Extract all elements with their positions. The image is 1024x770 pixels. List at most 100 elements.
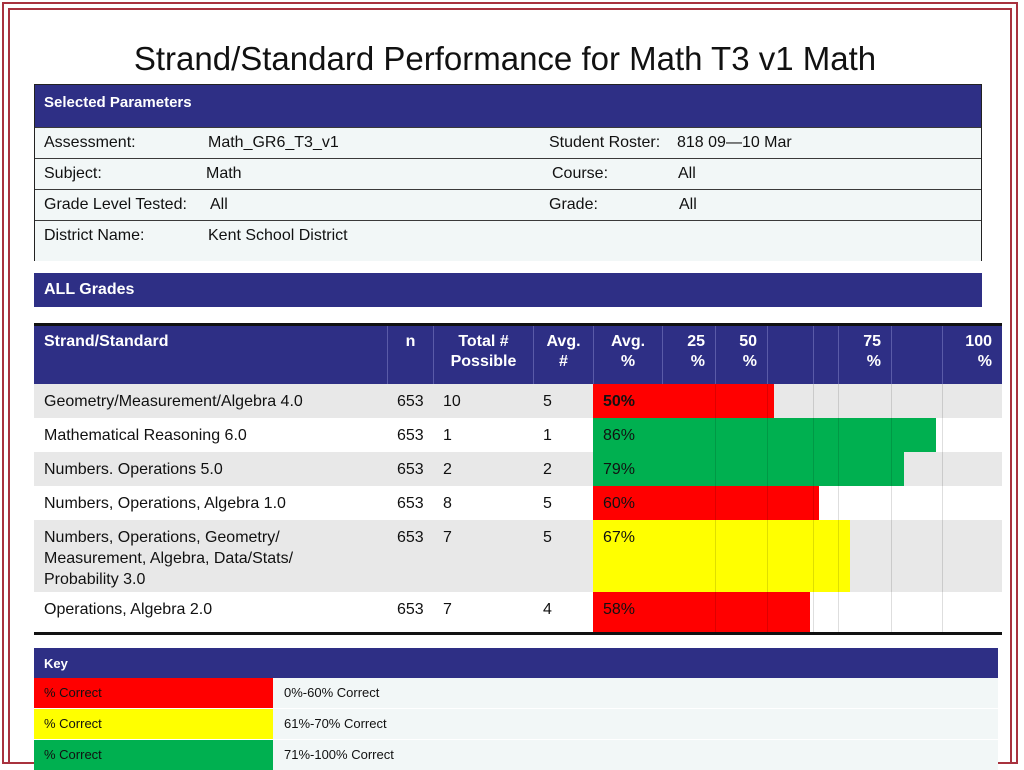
param-label: Subject: — [44, 165, 102, 182]
header-25-line2: % — [690, 353, 705, 370]
cell-avg-number: 1 — [533, 418, 593, 452]
cell-avg-number-text: 1 — [543, 427, 552, 444]
bar-gridline — [767, 486, 768, 520]
table-row: Numbers, Operations, Geometry/ Measureme… — [34, 520, 1002, 592]
table-header: Strand/Standard n Total # Possible Avg. … — [34, 323, 1002, 384]
header-avg-percent-line1: Avg. — [610, 333, 646, 350]
table-row: Numbers, Operations, Algebra 1.0 653 8 5 60% — [34, 486, 1002, 520]
cell-strand: Numbers, Operations, Algebra 1.0 — [34, 486, 387, 520]
key-header: Key — [34, 648, 998, 678]
bar-gridline — [838, 592, 839, 632]
performance-bar — [662, 452, 904, 486]
cell-avg-percent-text: 50% — [603, 393, 636, 410]
bar-gridline — [838, 418, 839, 452]
bar-gridline — [942, 486, 943, 520]
header-75-line2: % — [866, 353, 881, 370]
header-50-line2: % — [742, 353, 757, 370]
cell-strand: Numbers, Operations, Geometry/ Measureme… — [34, 520, 387, 592]
bar-gridline — [891, 486, 892, 520]
cell-avg-number-text: 2 — [543, 461, 552, 478]
cell-total-possible: 2 — [433, 452, 533, 486]
param-value: Kent School District — [208, 227, 348, 244]
cell-total-possible: 7 — [433, 592, 533, 632]
cell-strand-text: Numbers, Operations, Geometry/ Measureme… — [44, 529, 294, 588]
cell-avg-percent-text: 58% — [603, 601, 636, 618]
cell-avg-number-text: 5 — [543, 393, 552, 410]
performance-bar — [662, 418, 936, 452]
cell-n: 653 — [387, 452, 433, 486]
bar-gridline — [813, 384, 814, 418]
bar-gridline — [715, 486, 716, 520]
cell-avg-number: 5 — [533, 384, 593, 418]
bar-area — [662, 452, 1002, 486]
bar-gridline — [767, 592, 768, 632]
bar-gridline — [838, 452, 839, 486]
param-row-grade-level: Grade Level Tested: All Grade: All — [35, 189, 981, 220]
cell-avg-number: 5 — [533, 520, 593, 592]
header-25-percent: 25 % — [662, 326, 715, 384]
bar-gridline — [838, 520, 839, 592]
param-label-2: Grade: — [549, 196, 598, 213]
cell-avg-percent-text: 67% — [603, 529, 636, 546]
cell-n: 653 — [387, 592, 433, 632]
table-row: Operations, Algebra 2.0 653 7 4 58% — [34, 592, 1002, 632]
key-swatch-green: % Correct — [34, 740, 273, 770]
bar-gridline — [838, 384, 839, 418]
param-value-2: 818 09—10 Mar — [677, 134, 792, 151]
bar-gridline — [942, 592, 943, 632]
key-desc-green: 71%-100% Correct — [284, 747, 394, 762]
cell-avg-percent: 50% — [593, 384, 662, 418]
bar-gridline — [715, 384, 716, 418]
cell-avg-percent-text: 79% — [603, 461, 636, 478]
key-desc-red: 0%-60% Correct — [284, 685, 380, 700]
header-50-percent: 50 % — [715, 326, 767, 384]
bar-area — [662, 486, 1002, 520]
cell-n: 653 — [387, 520, 433, 592]
key-legend: Key % Correct 0%-60% Correct % Correct 6… — [34, 648, 998, 770]
parameters-header: Selected Parameters — [35, 85, 981, 127]
cell-n: 653 — [387, 486, 433, 520]
performance-bar — [662, 486, 819, 520]
bar-gridline — [891, 384, 892, 418]
table-row: Mathematical Reasoning 6.0 653 1 1 86% — [34, 418, 1002, 452]
key-row-red: % Correct 0%-60% Correct — [34, 678, 998, 708]
param-label: Grade Level Tested: — [44, 196, 187, 213]
header-total-line1: Total # — [458, 333, 509, 350]
key-desc-yellow: 61%-70% Correct — [284, 716, 387, 731]
cell-avg-number-text: 4 — [543, 601, 552, 618]
page-title: Strand/Standard Performance for Math T3 … — [133, 40, 877, 77]
header-strand: Strand/Standard — [34, 326, 387, 384]
cell-n-text: 653 — [397, 427, 424, 444]
cell-strand-text: Operations, Algebra 2.0 — [44, 601, 213, 618]
cell-avg-number: 5 — [533, 486, 593, 520]
cell-strand-text: Numbers. Operations 5.0 — [44, 461, 223, 478]
cell-avg-number-text: 5 — [543, 529, 552, 546]
cell-strand: Numbers. Operations 5.0 — [34, 452, 387, 486]
performance-bar — [662, 520, 850, 592]
header-25-line1: 25 — [687, 333, 705, 350]
param-value: Math — [206, 165, 242, 182]
header-100-percent: 100 % — [942, 326, 1002, 384]
table-row: Numbers. Operations 5.0 653 2 2 79% — [34, 452, 1002, 486]
bar-gridline — [767, 452, 768, 486]
header-75-line1: 75 — [863, 333, 881, 350]
key-row-yellow: % Correct 61%-70% Correct — [34, 708, 998, 739]
param-value-2: All — [678, 165, 696, 182]
cell-strand-text: Numbers, Operations, Algebra 1.0 — [44, 495, 286, 512]
parameters-panel: Selected Parameters Assessment: Math_GR6… — [34, 84, 982, 261]
cell-avg-percent-text: 86% — [603, 427, 636, 444]
cell-strand-text: Mathematical Reasoning 6.0 — [44, 427, 247, 444]
cell-strand-text: Geometry/Measurement/Algebra 4.0 — [44, 393, 303, 410]
header-n-text: n — [405, 333, 416, 350]
performance-table: Strand/Standard n Total # Possible Avg. … — [34, 323, 1002, 635]
cell-strand: Mathematical Reasoning 6.0 — [34, 418, 387, 452]
cell-total-possible: 8 — [433, 486, 533, 520]
bar-gridline — [891, 520, 892, 592]
bar-area — [662, 418, 1002, 452]
cell-n-text: 653 — [397, 461, 424, 478]
cell-n: 653 — [387, 384, 433, 418]
header-blank-3 — [891, 326, 942, 384]
cell-n-text: 653 — [397, 495, 424, 512]
cell-avg-percent: 86% — [593, 418, 662, 452]
param-row-assessment: Assessment: Math_GR6_T3_v1 Student Roste… — [35, 127, 981, 158]
